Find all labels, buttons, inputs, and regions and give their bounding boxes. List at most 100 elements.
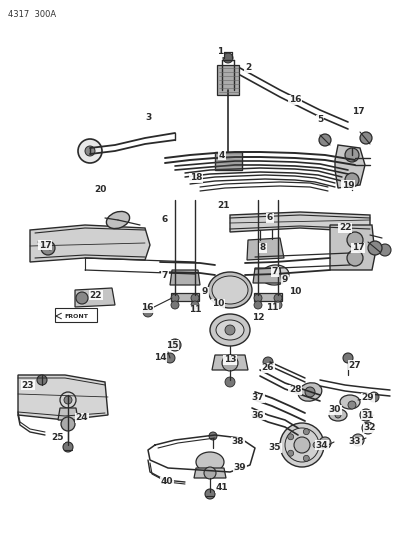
Circle shape bbox=[225, 325, 235, 335]
Circle shape bbox=[319, 437, 331, 449]
Text: 21: 21 bbox=[218, 200, 230, 209]
Text: 34: 34 bbox=[316, 440, 328, 449]
Text: 27: 27 bbox=[349, 360, 361, 369]
Text: 17: 17 bbox=[39, 240, 51, 249]
Text: 25: 25 bbox=[52, 433, 64, 442]
Text: 29: 29 bbox=[361, 393, 374, 402]
Text: 40: 40 bbox=[161, 478, 173, 487]
Polygon shape bbox=[330, 225, 375, 270]
Text: 9: 9 bbox=[282, 276, 288, 285]
Ellipse shape bbox=[212, 276, 248, 304]
Circle shape bbox=[204, 467, 216, 479]
Circle shape bbox=[209, 432, 217, 440]
Polygon shape bbox=[215, 152, 242, 170]
Text: 4: 4 bbox=[219, 150, 225, 159]
Circle shape bbox=[254, 294, 262, 302]
Circle shape bbox=[369, 392, 379, 402]
Text: 23: 23 bbox=[22, 381, 34, 390]
Circle shape bbox=[274, 294, 282, 302]
Ellipse shape bbox=[208, 272, 252, 308]
Circle shape bbox=[379, 244, 391, 256]
Circle shape bbox=[143, 307, 153, 317]
Ellipse shape bbox=[196, 452, 224, 472]
Circle shape bbox=[294, 437, 310, 453]
Text: 10: 10 bbox=[289, 287, 301, 296]
Ellipse shape bbox=[216, 320, 244, 340]
Text: 14: 14 bbox=[154, 353, 166, 362]
Polygon shape bbox=[170, 270, 200, 285]
Bar bbox=[55, 308, 97, 322]
Polygon shape bbox=[212, 355, 248, 370]
Circle shape bbox=[223, 53, 233, 63]
Text: 20: 20 bbox=[94, 185, 106, 195]
Circle shape bbox=[274, 301, 282, 309]
Polygon shape bbox=[253, 268, 282, 283]
Text: 7: 7 bbox=[162, 271, 168, 279]
Text: 2: 2 bbox=[245, 63, 251, 72]
Text: 17: 17 bbox=[352, 108, 364, 117]
Text: 11: 11 bbox=[189, 305, 201, 314]
Circle shape bbox=[347, 250, 363, 266]
Text: 18: 18 bbox=[190, 174, 202, 182]
Circle shape bbox=[191, 301, 199, 309]
Circle shape bbox=[303, 429, 309, 435]
Text: 32: 32 bbox=[364, 424, 376, 432]
Text: 1: 1 bbox=[217, 47, 223, 56]
Circle shape bbox=[41, 241, 55, 255]
Text: 28: 28 bbox=[289, 385, 301, 394]
Text: 9: 9 bbox=[202, 287, 208, 296]
Circle shape bbox=[76, 292, 88, 304]
Circle shape bbox=[171, 301, 179, 309]
Circle shape bbox=[78, 139, 102, 163]
Ellipse shape bbox=[340, 395, 360, 409]
Text: 13: 13 bbox=[224, 356, 236, 365]
Text: 36: 36 bbox=[252, 410, 264, 419]
Text: 35: 35 bbox=[269, 443, 281, 453]
Circle shape bbox=[362, 422, 374, 434]
Text: 3: 3 bbox=[145, 114, 151, 123]
Circle shape bbox=[263, 357, 273, 367]
Circle shape bbox=[345, 173, 359, 187]
Circle shape bbox=[347, 232, 363, 248]
Circle shape bbox=[169, 339, 181, 351]
Circle shape bbox=[280, 423, 324, 467]
Text: 24: 24 bbox=[76, 414, 88, 423]
Text: 12: 12 bbox=[252, 313, 264, 322]
Circle shape bbox=[171, 294, 179, 302]
Text: 6: 6 bbox=[267, 214, 273, 222]
Circle shape bbox=[222, 355, 238, 371]
Circle shape bbox=[64, 396, 72, 404]
Circle shape bbox=[360, 132, 372, 144]
Text: 10: 10 bbox=[212, 300, 224, 309]
Text: 37: 37 bbox=[252, 393, 264, 402]
Bar bbox=[217, 65, 239, 95]
Text: 8: 8 bbox=[260, 244, 266, 253]
Circle shape bbox=[254, 301, 262, 309]
Circle shape bbox=[205, 489, 215, 499]
Bar bbox=[254, 293, 282, 301]
Polygon shape bbox=[247, 238, 284, 260]
Text: 33: 33 bbox=[349, 438, 361, 447]
Circle shape bbox=[319, 134, 331, 146]
Circle shape bbox=[352, 434, 364, 446]
Text: 31: 31 bbox=[362, 410, 374, 419]
Ellipse shape bbox=[329, 409, 347, 421]
Polygon shape bbox=[58, 408, 78, 420]
Circle shape bbox=[348, 401, 356, 409]
Circle shape bbox=[343, 353, 353, 363]
Text: 39: 39 bbox=[234, 464, 246, 472]
Circle shape bbox=[225, 377, 235, 387]
Polygon shape bbox=[18, 375, 108, 420]
Circle shape bbox=[191, 294, 199, 302]
Circle shape bbox=[288, 450, 294, 456]
Text: 17: 17 bbox=[352, 244, 364, 253]
Polygon shape bbox=[230, 212, 370, 232]
Text: 19: 19 bbox=[341, 181, 354, 190]
Text: 16: 16 bbox=[141, 303, 153, 312]
Circle shape bbox=[288, 434, 294, 440]
Bar bbox=[171, 293, 199, 301]
Text: FRONT: FRONT bbox=[64, 313, 88, 319]
Polygon shape bbox=[75, 288, 115, 307]
Circle shape bbox=[345, 148, 359, 162]
Circle shape bbox=[61, 417, 75, 431]
